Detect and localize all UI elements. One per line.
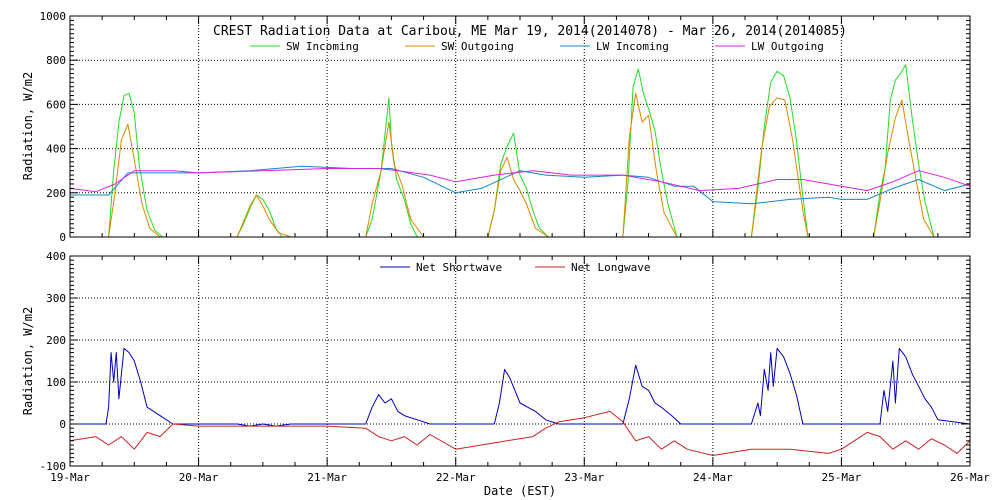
chart-title: CREST Radiation Data at Caribou, ME Mar … [213,24,847,39]
bottom-x-tick-labels: 19-Mar 20-Mar 21-Mar 22-Mar 23-Mar 24-Mar 25-M… [50,471,990,484]
legend-label-sw-outgoing: SW Outgoing [441,40,514,53]
x-tick-label: 19-Mar [50,471,90,484]
x-tick-label: 25-Mar [822,471,862,484]
legend-label-lw-incoming: LW Incoming [596,40,669,53]
series-line-net-longwave [69,410,971,456]
top-y-tick-label: 600 [46,98,66,111]
legend-label-net-shortwave: Net Shortwave [416,261,502,274]
top-y-tick-labels: 0 200 400 600 800 1000 [40,10,67,244]
bottom-y-tick-label: 0 [59,418,66,431]
x-tick-label: 20-Mar [179,471,219,484]
series-line-net-shortwave [70,347,971,427]
x-axis-label: Date (EST) [484,484,556,498]
top-ticks [69,15,971,238]
legend-label-sw-incoming: SW Incoming [286,40,359,53]
bottom-legend: Net Shortwave Net Longwave [380,261,650,274]
x-tick-label: 23-Mar [564,471,604,484]
bottom-ticks [69,255,971,467]
top-y-axis-label: Radiation, W/m2 [21,72,35,180]
bottom-y-tick-label: 100 [46,376,66,389]
top-y-tick-label: 1000 [40,10,67,23]
legend-label-lw-outgoing: LW Outgoing [751,40,824,53]
x-tick-label: 21-Mar [307,471,347,484]
bottom-y-tick-label: 300 [46,292,66,305]
x-tick-label: 24-Mar [693,471,733,484]
top-legend: SW Incoming SW Outgoing LW Incoming LW Outg… [250,40,824,53]
bottom-y-tick-label: -100 [40,460,67,473]
bottom-panel: -100 0 100 200 300 400 19-Mar 20-Mar 21-Mar 22-M… [21,250,990,498]
top-y-tick-label: 800 [46,54,66,67]
top-y-tick-label: 400 [46,143,66,156]
bottom-y-tick-labels: -100 0 100 200 300 400 [40,250,67,473]
bottom-series [69,347,971,456]
bottom-y-tick-label: 400 [46,250,66,263]
x-tick-label: 22-Mar [436,471,476,484]
bottom-y-tick-label: 200 [46,334,66,347]
series-line-lw-outgoing [69,168,971,193]
top-panel: 0 200 400 600 800 1000 CREST Radiation Data a… [21,10,971,244]
legend-label-net-longwave: Net Longwave [571,261,650,274]
top-y-tick-label: 200 [46,187,66,200]
top-gridlines [70,16,970,237]
bottom-y-axis-label: Radiation, W/m2 [21,307,35,415]
top-y-tick-label: 0 [59,231,66,244]
x-tick-label: 26-Mar [950,471,990,484]
